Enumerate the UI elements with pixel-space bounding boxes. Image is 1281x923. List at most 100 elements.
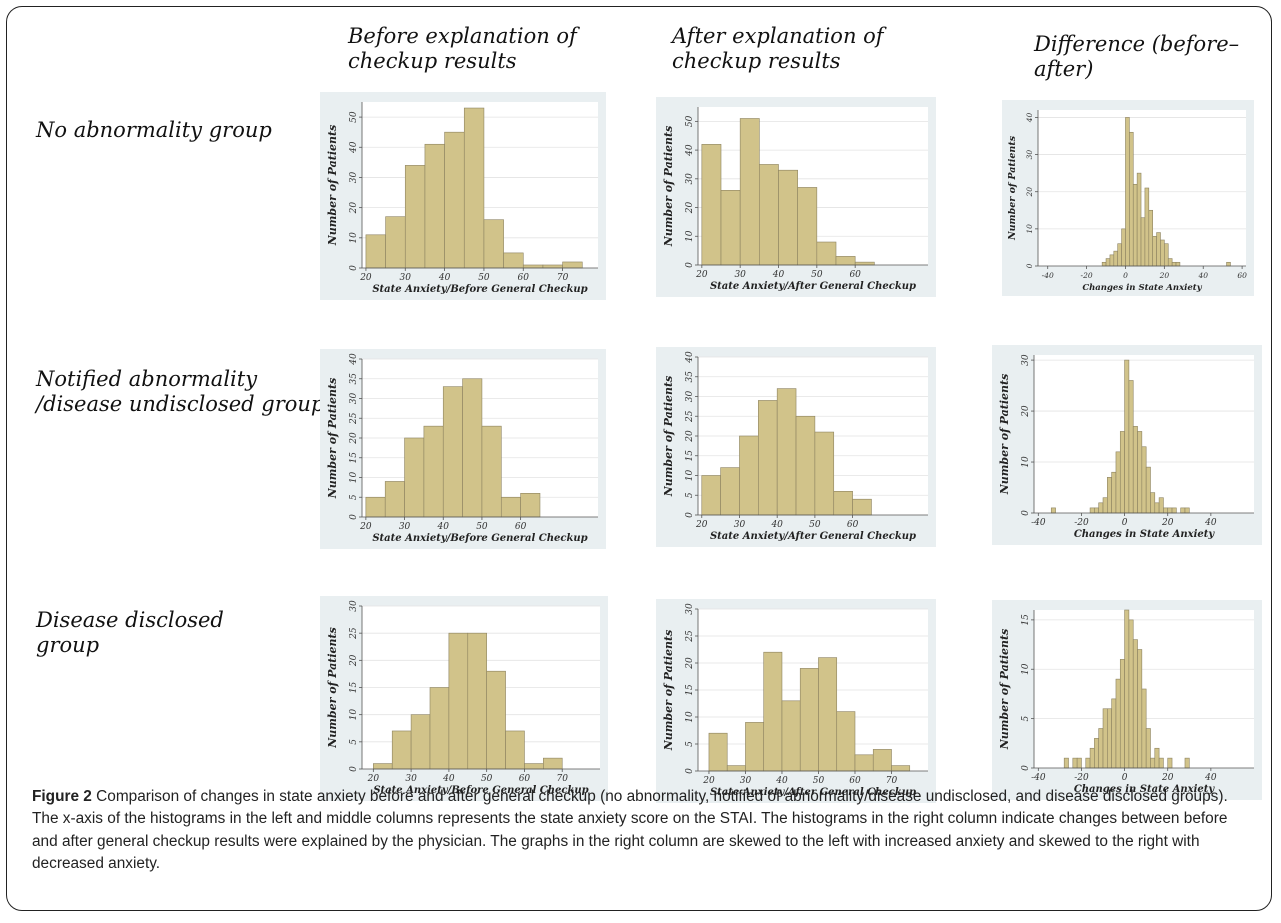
x-tick-label: 20 bbox=[359, 273, 372, 283]
x-tick-label: 60 bbox=[1237, 271, 1247, 280]
histogram-bar bbox=[1132, 183, 1138, 267]
x-tick-label: 30 bbox=[734, 520, 746, 530]
histogram-bar bbox=[424, 143, 445, 269]
histogram-bar bbox=[1111, 471, 1117, 514]
histogram-bar bbox=[778, 169, 798, 266]
histogram-bar bbox=[1125, 117, 1130, 267]
x-axis-label: Changes in State Anxiety bbox=[1074, 529, 1216, 540]
y-tick-label: 15 bbox=[685, 450, 695, 462]
histogram-panel-r3c3: 0 5 10 15 -40 -20 0 20 40 Changes in State Anxiet… bbox=[992, 600, 1262, 800]
y-tick-label: 30 bbox=[349, 600, 359, 612]
x-axis-label: Changes in State Anxiety bbox=[1074, 784, 1216, 795]
histogram-panel-r3c1: 0 5 10 15 20 25 30 20 30 40 50 60 70 State Anxiety/Be… bbox=[320, 596, 608, 801]
y-tick-label: 10 bbox=[349, 232, 359, 244]
histogram-bar bbox=[503, 252, 524, 269]
y-tick-label: 20 bbox=[349, 654, 359, 667]
x-tick-label: 50 bbox=[481, 774, 493, 784]
y-axis-label: Number of Patients bbox=[998, 629, 1011, 751]
x-tick-label: 40 bbox=[438, 273, 451, 283]
histogram-bar bbox=[1136, 172, 1142, 267]
x-axis-label: Changes in State Anxiety bbox=[1082, 283, 1202, 293]
figure-caption: Figure 2 Comparison of changes in state … bbox=[32, 786, 1254, 876]
histogram-bar bbox=[1167, 507, 1173, 514]
histogram-bar bbox=[1226, 261, 1231, 267]
histogram-bar bbox=[505, 730, 525, 770]
histogram-bar bbox=[1140, 217, 1146, 267]
y-tick-label: 15 bbox=[349, 682, 359, 694]
y-tick-label: 25 bbox=[349, 412, 359, 425]
histogram-chart: 0 10 20 30 40 -40 -20 0 20 40 60 Changes in State A… bbox=[1007, 110, 1247, 293]
row-header-no-abnormality: No abnormality group bbox=[36, 118, 272, 142]
histogram-bar bbox=[467, 632, 487, 770]
histogram-bar bbox=[1102, 497, 1108, 514]
histogram-bar bbox=[500, 496, 521, 518]
histogram-bar bbox=[444, 131, 465, 269]
histogram-bar bbox=[816, 241, 837, 266]
y-tick-label: 5 bbox=[349, 739, 359, 745]
histogram-bar bbox=[763, 651, 783, 772]
histogram-bar bbox=[524, 763, 544, 770]
histogram-bar bbox=[1124, 609, 1130, 769]
histogram-bar bbox=[1171, 507, 1177, 514]
histogram-bar bbox=[1180, 507, 1186, 514]
y-tick-label: 15 bbox=[1021, 614, 1031, 626]
caption-text: Comparison of changes in state anxiety b… bbox=[32, 788, 1228, 873]
histogram-bar bbox=[1107, 477, 1112, 514]
histogram-bar bbox=[1113, 250, 1119, 267]
y-tick-label: 10 bbox=[685, 470, 695, 482]
histogram-bar bbox=[1098, 728, 1104, 769]
x-tick-label: 40 bbox=[772, 270, 785, 280]
row-header-notified-abnormality: Notified abnormality /disease undisclose… bbox=[36, 367, 325, 416]
histogram-bar bbox=[483, 219, 504, 269]
column-header-before: Before explanation of checkup results bbox=[348, 24, 577, 73]
x-tick-label: 40 bbox=[1197, 271, 1208, 280]
x-tick-label: 0 bbox=[1123, 271, 1128, 280]
y-tick-label: 0 bbox=[685, 768, 695, 774]
histogram-bar bbox=[481, 425, 502, 518]
histogram-bar bbox=[1132, 426, 1138, 514]
y-tick-label: 30 bbox=[685, 391, 695, 403]
histogram-bar bbox=[720, 190, 741, 266]
x-tick-label: 20 bbox=[695, 270, 708, 280]
y-tick-label: 40 bbox=[349, 353, 359, 366]
x-tick-label: 30 bbox=[740, 776, 752, 786]
histogram-bar bbox=[814, 431, 835, 516]
histogram-bar bbox=[708, 732, 728, 772]
y-tick-label: 20 bbox=[349, 432, 359, 445]
histogram-bar bbox=[1124, 359, 1130, 514]
x-tick-label: -20 bbox=[1081, 271, 1093, 280]
y-tick-label: 5 bbox=[1021, 715, 1031, 721]
y-tick-label: 10 bbox=[349, 472, 359, 484]
histogram-bar bbox=[1154, 502, 1160, 514]
histogram-bar bbox=[562, 261, 583, 269]
histogram-bar bbox=[1167, 258, 1173, 267]
histogram-bar bbox=[404, 437, 425, 518]
histogram-bar bbox=[745, 722, 765, 772]
histogram-bar bbox=[701, 144, 722, 266]
y-tick-label: 25 bbox=[685, 410, 695, 423]
histogram-bar bbox=[795, 415, 816, 516]
x-tick-label: 70 bbox=[886, 776, 898, 786]
x-tick-label: 60 bbox=[847, 520, 859, 530]
histogram-bar bbox=[1119, 659, 1125, 769]
histogram-bar bbox=[1158, 757, 1164, 769]
y-tick-label: 0 bbox=[349, 766, 359, 772]
y-axis-label: Number of Patients bbox=[998, 374, 1011, 496]
histogram-bar bbox=[1107, 708, 1112, 769]
histogram-bar bbox=[797, 187, 818, 266]
histogram-bar bbox=[739, 118, 760, 266]
x-tick-label: -40 bbox=[1031, 518, 1046, 528]
x-tick-label: 20 bbox=[1161, 518, 1174, 528]
histogram-bar bbox=[818, 657, 838, 772]
histogram-bar bbox=[1158, 497, 1164, 514]
x-tick-label: 30 bbox=[405, 774, 417, 784]
y-axis-label: Number of Patients bbox=[662, 126, 675, 248]
y-tick-label: 15 bbox=[685, 684, 695, 696]
y-axis-label: Number of Patients bbox=[662, 630, 675, 752]
histogram-bar bbox=[1109, 254, 1115, 267]
histogram-bar bbox=[1145, 728, 1151, 769]
histogram-bar bbox=[1076, 757, 1082, 769]
y-tick-label: 40 bbox=[1025, 112, 1034, 123]
y-tick-label: 20 bbox=[685, 202, 695, 215]
